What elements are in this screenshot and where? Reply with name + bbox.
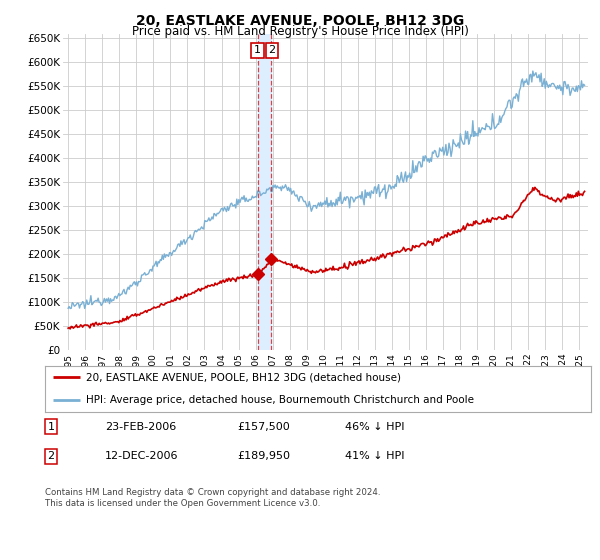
Text: 12-DEC-2006: 12-DEC-2006 <box>105 451 179 461</box>
Text: 2: 2 <box>269 45 276 55</box>
Text: £189,950: £189,950 <box>237 451 290 461</box>
Text: 23-FEB-2006: 23-FEB-2006 <box>105 422 176 432</box>
Bar <box>258 34 271 350</box>
Text: 46% ↓ HPI: 46% ↓ HPI <box>345 422 404 432</box>
Text: 20, EASTLAKE AVENUE, POOLE, BH12 3DG: 20, EASTLAKE AVENUE, POOLE, BH12 3DG <box>136 14 464 28</box>
Text: HPI: Average price, detached house, Bournemouth Christchurch and Poole: HPI: Average price, detached house, Bour… <box>86 395 474 405</box>
Text: Price paid vs. HM Land Registry's House Price Index (HPI): Price paid vs. HM Land Registry's House … <box>131 25 469 38</box>
Text: Contains HM Land Registry data © Crown copyright and database right 2024.
This d: Contains HM Land Registry data © Crown c… <box>45 488 380 508</box>
Text: 41% ↓ HPI: 41% ↓ HPI <box>345 451 404 461</box>
Text: 1: 1 <box>47 422 55 432</box>
Text: 1: 1 <box>254 45 261 55</box>
Text: 20, EASTLAKE AVENUE, POOLE, BH12 3DG (detached house): 20, EASTLAKE AVENUE, POOLE, BH12 3DG (de… <box>86 372 401 382</box>
Text: 2: 2 <box>47 451 55 461</box>
Text: £157,500: £157,500 <box>237 422 290 432</box>
